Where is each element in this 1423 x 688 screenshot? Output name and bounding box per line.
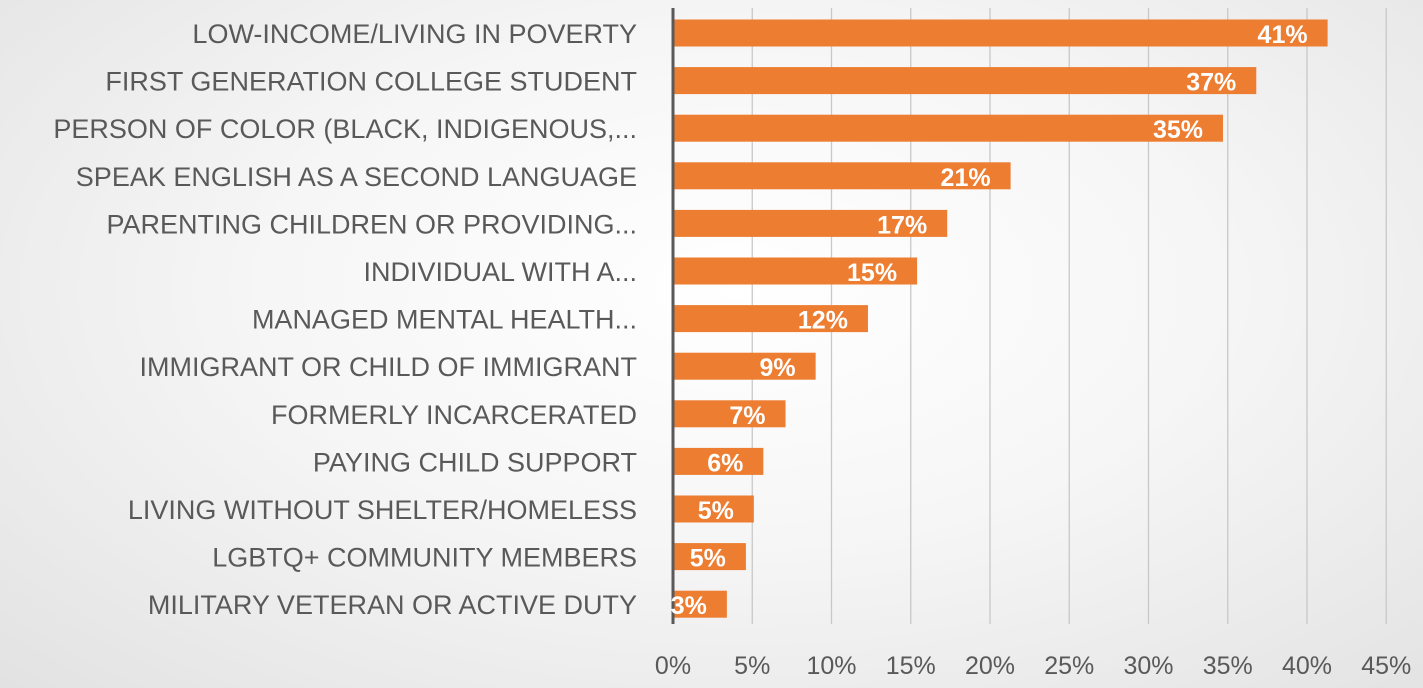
x-tick-label-15: 15% <box>886 652 936 680</box>
bar-8 <box>673 400 786 428</box>
data-label-1: 37% <box>1186 69 1236 97</box>
bars <box>673 19 1328 618</box>
data-label-5: 15% <box>847 259 897 287</box>
data-label-12: 3% <box>671 592 707 620</box>
category-label-9: PAYING CHILD SUPPORT <box>313 447 637 477</box>
bar-2 <box>673 114 1223 142</box>
category-label-1: FIRST GENERATION COLLEGE STUDENT <box>105 67 637 97</box>
bar-7 <box>673 352 816 380</box>
bar-10 <box>673 495 754 523</box>
bar-3 <box>673 162 1011 190</box>
gridlines <box>751 8 1387 624</box>
category-label-5: INDIVIDUAL WITH A... <box>363 257 637 287</box>
data-label-11: 5% <box>690 545 726 573</box>
data-label-2: 35% <box>1153 116 1203 144</box>
category-label-8: FORMERLY INCARCERATED <box>271 400 637 430</box>
data-labels: 41% 37% 35% 21% 17% 15% 12%9% 7% 6% 5% 5% 3% <box>671 21 1308 620</box>
bar-0 <box>673 19 1328 47</box>
category-label-12: MILITARY VETERAN OR ACTIVE DUTY <box>148 590 637 620</box>
x-tick-labels: 0% 5% 10% 15% 20% 25% 30% 35% 40% 45% <box>655 652 1411 680</box>
bar-11 <box>673 543 746 571</box>
data-label-4: 17% <box>877 211 927 239</box>
category-label-4: PARENTING CHILDREN OR PROVIDING... <box>106 209 637 239</box>
category-label-3: SPEAK ENGLISH AS A SECOND LANGUAGE <box>76 162 637 192</box>
data-label-10: 5% <box>698 497 734 525</box>
bar-1 <box>673 67 1257 95</box>
x-tick-label-5: 5% <box>734 652 770 680</box>
category-label-11: LGBTQ+ COMMUNITY MEMBERS <box>212 543 637 573</box>
bar-12 <box>673 590 727 618</box>
category-label-2: PERSON OF COLOR (BLACK, INDIGENOUS,... <box>53 114 637 144</box>
x-tick-label-25: 25% <box>1044 652 1094 680</box>
x-tick-label-35: 35% <box>1203 652 1253 680</box>
data-label-7: 9% <box>760 354 796 382</box>
bar-9 <box>673 447 764 475</box>
data-label-6: 12% <box>798 307 848 335</box>
bar-5 <box>673 257 918 285</box>
category-labels: LOW-INCOME/LIVING IN POVERTY FIRST GENERA… <box>53 19 637 620</box>
data-label-3: 21% <box>941 164 991 192</box>
x-tick-label-45: 45% <box>1361 652 1411 680</box>
category-label-6: MANAGED MENTAL HEALTH... <box>252 305 637 335</box>
bar-6 <box>673 305 868 333</box>
data-label-9: 6% <box>707 449 743 477</box>
data-label-8: 7% <box>729 402 765 430</box>
category-label-0: LOW-INCOME/LIVING IN POVERTY <box>192 19 637 49</box>
category-label-10: LIVING WITHOUT SHELTER/HOMELESS <box>128 495 637 525</box>
x-tick-label-30: 30% <box>1123 652 1173 680</box>
category-label-7: IMMIGRANT OR CHILD OF IMMIGRANT <box>140 352 638 382</box>
x-tick-label-0: 0% <box>655 652 691 680</box>
x-tick-label-40: 40% <box>1282 652 1332 680</box>
x-tick-label-20: 20% <box>965 652 1015 680</box>
data-label-0: 41% <box>1258 21 1308 49</box>
bar-4 <box>673 209 948 237</box>
x-tick-label-10: 10% <box>806 652 856 680</box>
